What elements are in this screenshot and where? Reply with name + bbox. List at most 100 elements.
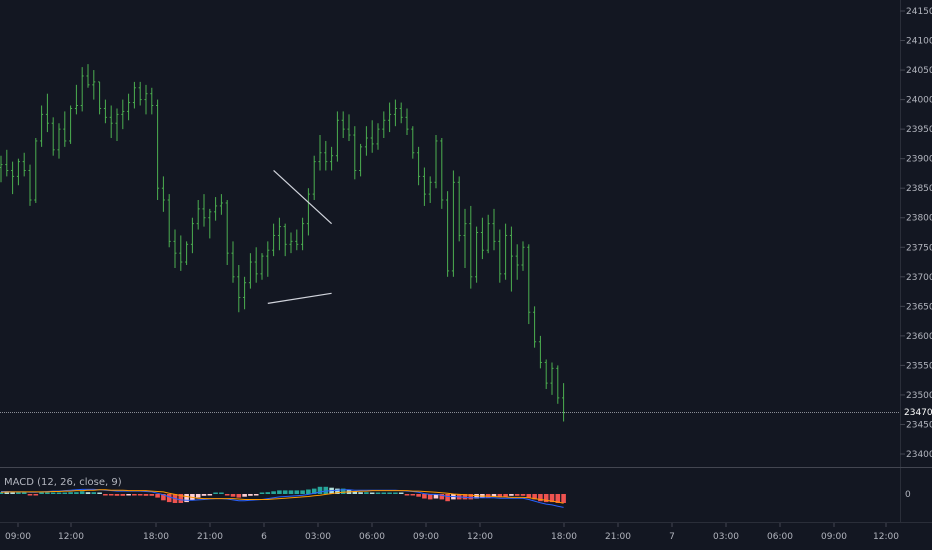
macd-hist-bar (497, 494, 503, 497)
price-tick-label: 23800 (906, 214, 932, 224)
macd-hist-bar (532, 494, 537, 500)
trendline[interactable] (267, 292, 332, 304)
price-tick-label: 24050 (906, 66, 932, 76)
macd-hist-bar (108, 494, 114, 496)
ohlc-bar (214, 197, 218, 221)
macd-hist-bar (207, 494, 213, 496)
ohlc-bar (446, 191, 450, 277)
price-tick-label: 23750 (906, 243, 932, 253)
ohlc-bar (156, 99, 160, 201)
ohlc-bar (138, 81, 142, 106)
ohlc-bar (422, 167, 426, 206)
time-axis[interactable]: 09:00 12:00 18:00 21:00 6 03:00 06:00 09:00 12:0… (0, 522, 932, 550)
macd-hist-bar (445, 494, 450, 502)
time-tick-label: 18:00 (551, 532, 577, 542)
macd-hist-bar (184, 494, 189, 503)
macd-hist-bar (317, 486, 323, 494)
trendline[interactable] (273, 170, 333, 225)
time-tick-label: 09:00 (5, 532, 31, 542)
ohlc-bar (80, 67, 84, 112)
signal-line (0, 489, 564, 504)
price-pane[interactable]: 24150 24100 24050 24000 23950 23900 23850 23800… (0, 0, 932, 468)
macd-hist-bar (132, 494, 137, 496)
ohlc-bar (498, 229, 502, 283)
macd-hist-bar (416, 494, 421, 497)
macd-hist-bar (300, 490, 305, 494)
macd-hist-bar (45, 492, 50, 494)
price-tick-label: 23450 (906, 420, 932, 430)
ohlc-bar (86, 64, 90, 88)
macd-pane[interactable]: 0 (0, 468, 932, 522)
macd-hist-bar (178, 494, 184, 503)
ohlc-bar (428, 176, 432, 203)
triangle-trendlines[interactable] (267, 170, 333, 304)
ohlc-bar (411, 126, 415, 159)
ohlc-bar (45, 93, 49, 133)
macd-hist-bar (236, 494, 242, 498)
macd-hist-bar (4, 492, 10, 494)
ohlc-bar (40, 105, 44, 147)
price-tick-label: 23900 (906, 155, 932, 165)
macd-hist-bar (230, 494, 236, 497)
macd-hist-bar (21, 492, 27, 494)
ohlc-bar (237, 264, 241, 313)
ohlc-bar (475, 226, 479, 283)
macd-hist-bar (555, 494, 561, 503)
ohlc-bar (144, 84, 148, 115)
macd-hist-bar (56, 492, 62, 494)
ohlc-bar (504, 223, 508, 280)
ohlc-bar (463, 208, 467, 268)
macd-hist-bar (166, 494, 172, 503)
macd-hist-bar (433, 494, 439, 499)
time-tick-label: 09:00 (413, 532, 439, 542)
ohlc-bar (417, 146, 421, 186)
ohlc-bar (283, 223, 287, 257)
ohlc-bar (103, 99, 107, 124)
macd-legend[interactable]: MACD (12, 26, close, 9) (4, 477, 122, 488)
ohlc-bar (121, 99, 125, 130)
ohlc-bar (161, 176, 165, 212)
price-tick-label: 23550 (906, 361, 932, 371)
ohlc-bar (538, 335, 542, 369)
macd-hist-bar (161, 494, 166, 501)
macd-hist-bar (195, 494, 201, 498)
ohlc-bar (353, 126, 357, 180)
macd-hist-bar (311, 488, 317, 494)
macd-hist-bar (277, 490, 282, 494)
macd-hist-bar (358, 492, 363, 494)
ohlc-bar (98, 81, 102, 115)
macd-hist-bar (509, 494, 514, 496)
ohlc-bar (382, 111, 386, 138)
macd-hist-bar (143, 494, 149, 496)
ohlc-bar (550, 362, 554, 395)
macd-hist-bar (543, 494, 549, 503)
macd-hist-bar (97, 492, 102, 494)
macd-hist-bar (393, 492, 398, 494)
macd-hist-bar (50, 492, 56, 494)
macd-hist-bar (340, 488, 346, 494)
macd-hist-bar (335, 488, 340, 494)
ohlc-bar (225, 200, 229, 265)
macd-hist-bar (16, 492, 21, 494)
ohlc-bar (341, 111, 345, 138)
ohlc-bar (28, 164, 32, 206)
ohlc-bar (34, 137, 38, 203)
ohlc-bar (480, 217, 484, 260)
macd-hist-bar (422, 494, 427, 499)
ohlc-bar (266, 241, 270, 277)
macd-hist-bar (224, 494, 230, 496)
macd-hist-bar (149, 494, 155, 496)
macd-hist-bar (538, 494, 543, 502)
ohlc-bars (0, 64, 566, 422)
price-axis[interactable]: 24150 24100 24050 24000 23950 23900 23850 23800… (900, 7, 932, 460)
ohlc-bar (74, 84, 78, 115)
ohlc-bar (185, 241, 189, 265)
macd-hist-bar (85, 492, 91, 494)
ohlc-bar (16, 158, 20, 186)
ohlc-bar (306, 188, 310, 236)
ohlc-bar (451, 170, 455, 277)
time-tick-label: 03:00 (713, 532, 739, 542)
macd-hist-bar (439, 494, 445, 500)
macd-hist-bar (219, 492, 224, 494)
